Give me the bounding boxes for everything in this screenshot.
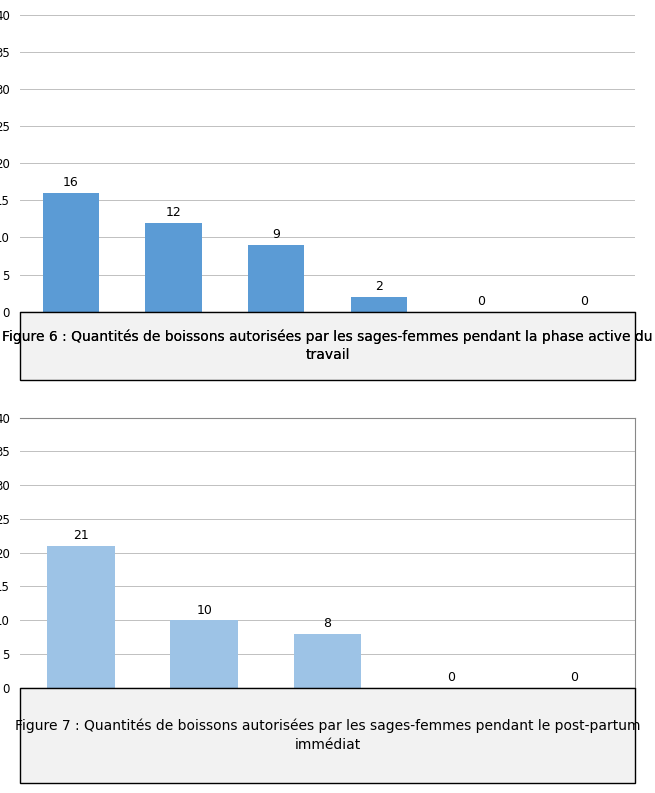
Text: 0: 0 [447, 672, 455, 684]
Text: 0: 0 [477, 295, 485, 308]
Bar [47, 546, 115, 688]
Bar [293, 634, 362, 688]
Bar [170, 620, 238, 688]
Text: 0: 0 [580, 295, 588, 308]
Text: 9: 9 [272, 228, 280, 241]
Text: 0: 0 [570, 672, 578, 684]
Bar [350, 297, 407, 312]
Text: 10: 10 [196, 603, 212, 617]
Text: Figure 6 : Quantités de boissons autorisées par les sages-femmes pendant la phas: Figure 6 : Quantités de boissons autoris… [2, 330, 653, 362]
Bar [145, 223, 202, 312]
Bar [43, 193, 99, 312]
Text: 21: 21 [73, 530, 89, 542]
Text: 2: 2 [375, 280, 383, 293]
Text: 16: 16 [63, 176, 79, 190]
Text: Figure 7 : Quantités de boissons autorisées par les sages-femmes pendant le post: Figure 7 : Quantités de boissons autoris… [15, 719, 640, 752]
Bar [248, 245, 305, 312]
Text: Figure 6 : Quantités de boissons autorisées par les sages-femmes pendant la phas: Figure 6 : Quantités de boissons autoris… [2, 330, 653, 362]
Text: 12: 12 [166, 206, 181, 219]
Text: 8: 8 [324, 617, 331, 630]
